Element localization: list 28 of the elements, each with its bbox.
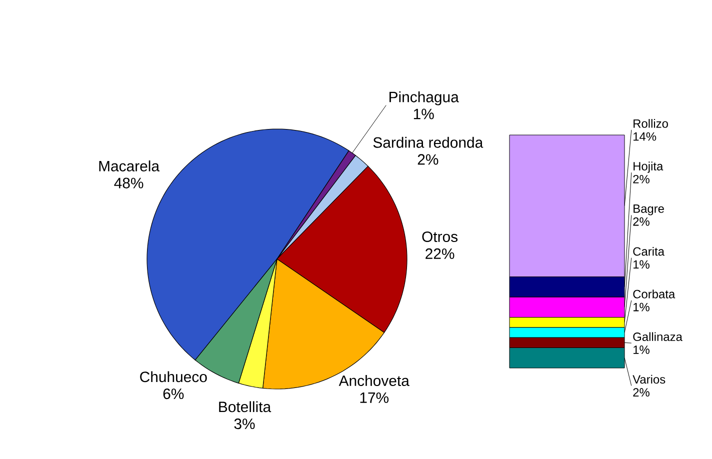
slice-label: Botellita [219, 401, 272, 412]
data-label: 1% [634, 302, 650, 312]
data-label: 14% [634, 132, 656, 141]
series-label: Gallinaza [633, 332, 682, 341]
text: Bagre [634, 204, 664, 216]
slice-label: Pinchagua [390, 91, 459, 106]
data-label: 2% [633, 217, 650, 226]
data-label: 1% [634, 346, 650, 354]
text: Carita [633, 246, 664, 256]
data-label: 22% [426, 248, 454, 259]
slice-label: Macarela [99, 160, 160, 172]
series-label: Varios [632, 374, 666, 384]
data-label: 1% [414, 108, 434, 120]
series-label: Rollizo [634, 119, 668, 128]
slice-label: Anchoveta [338, 375, 410, 386]
text: Hojita [634, 162, 664, 173]
slice-label: Otros [422, 231, 458, 242]
data-label: 2% [633, 388, 650, 397]
data-label: 2% [418, 154, 438, 165]
data-label: 48% [114, 178, 144, 188]
data-label: 3% [234, 418, 255, 430]
data-label: 2% [633, 174, 650, 184]
data-label: 17% [360, 392, 389, 403]
data-label: 6% [163, 388, 184, 400]
data-label: 1% [634, 260, 650, 269]
text: Corbata [633, 290, 676, 298]
slice-label: Sardina redonda [373, 136, 484, 148]
slice-label: Chuhueco [140, 371, 207, 382]
